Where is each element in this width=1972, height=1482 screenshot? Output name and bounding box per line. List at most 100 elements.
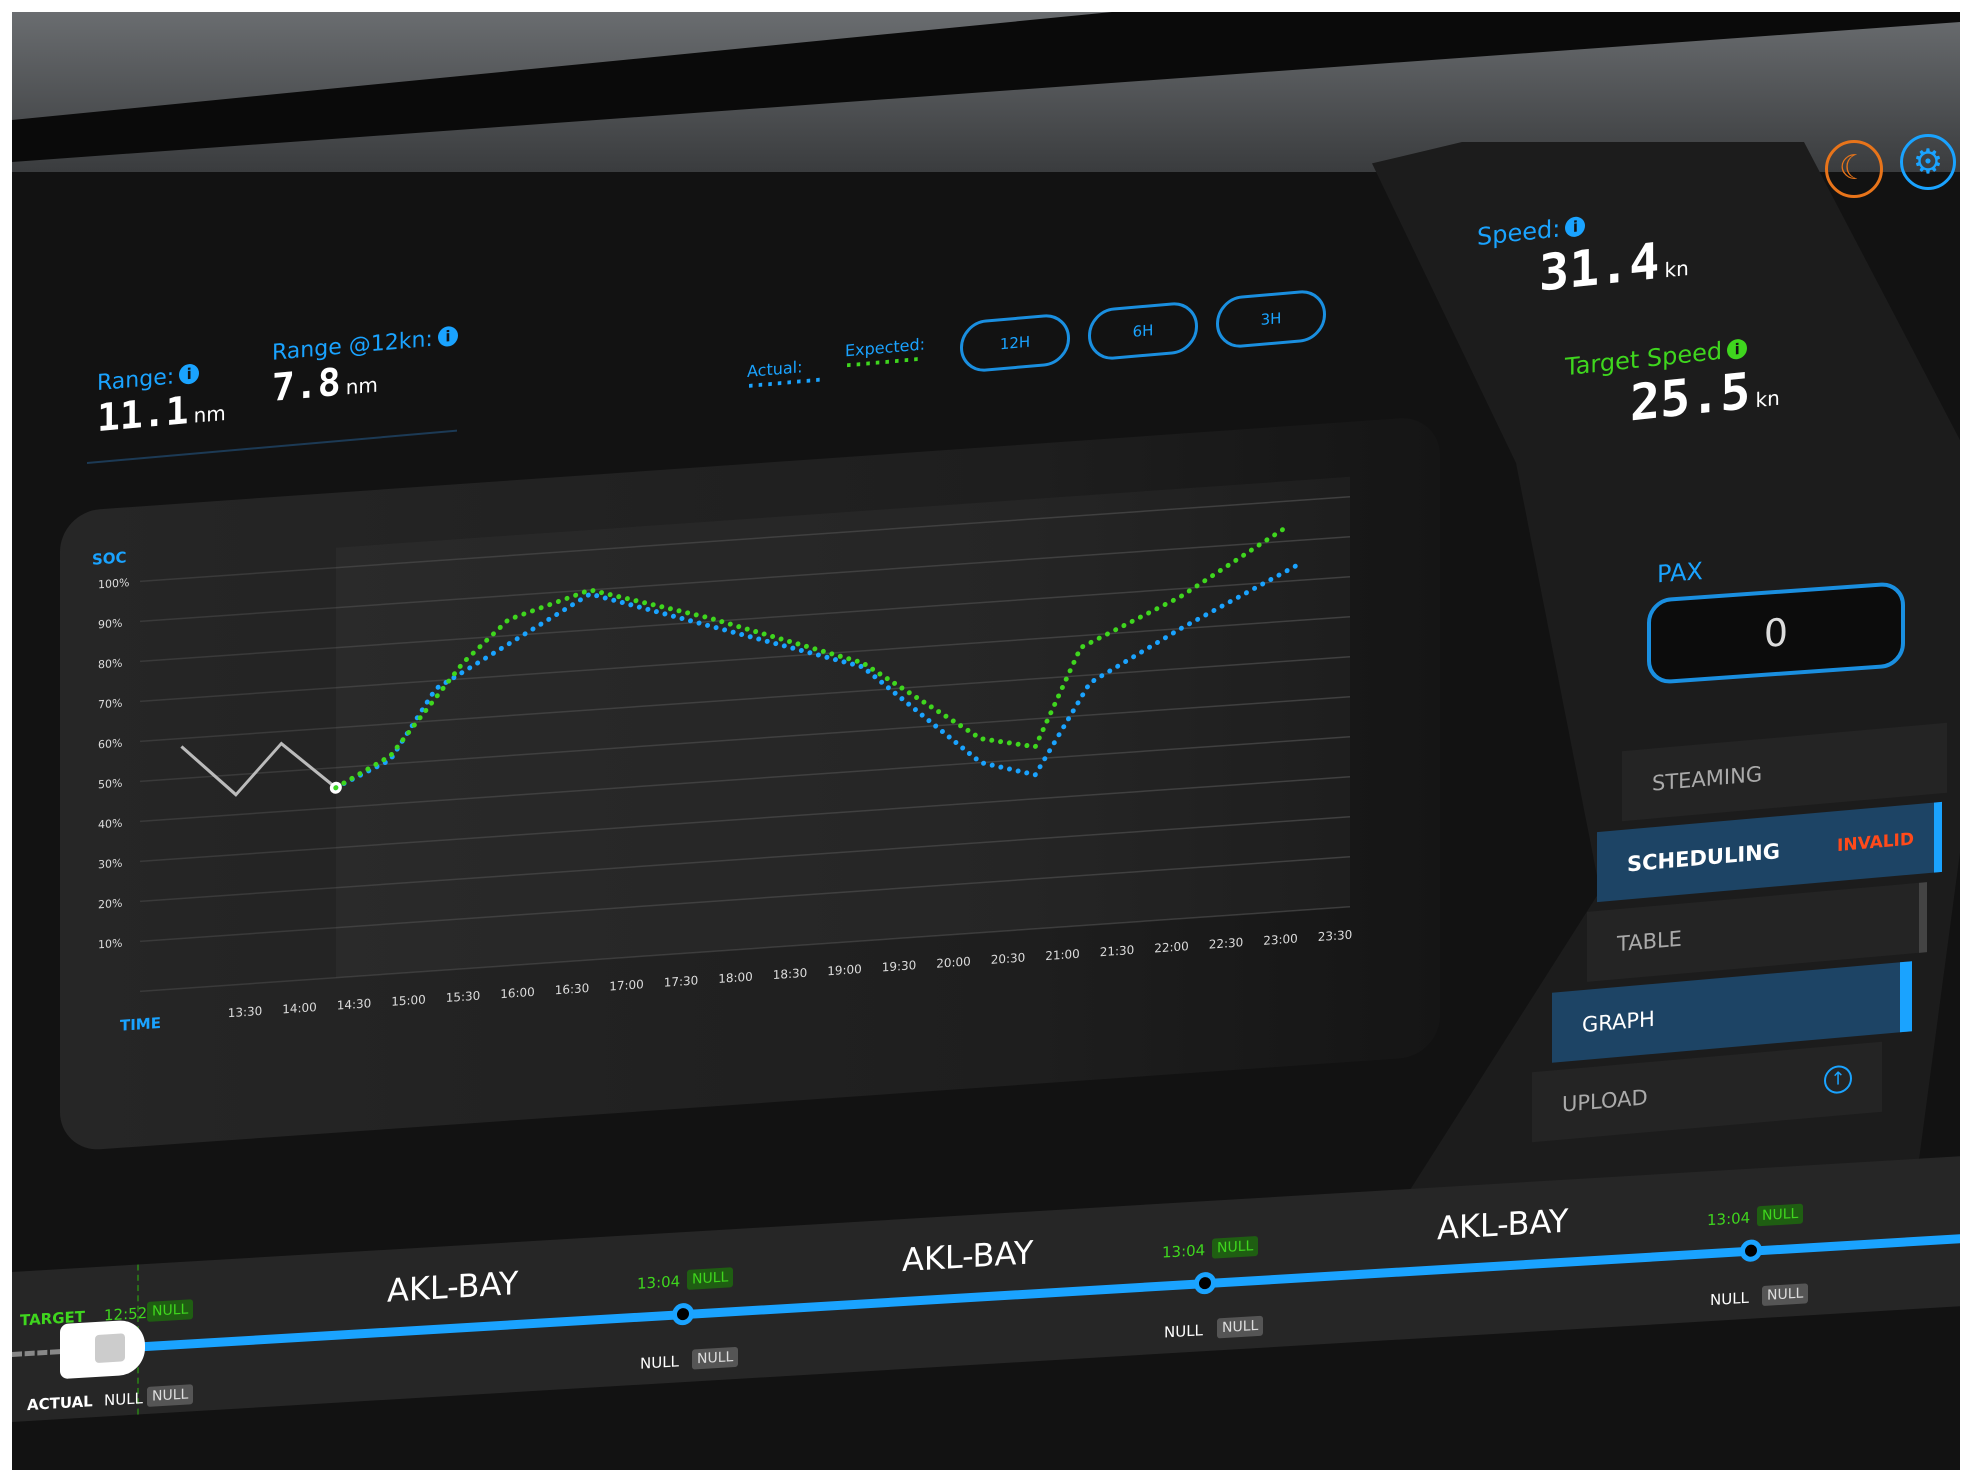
- leg-label: AKL-BAY: [1437, 1201, 1569, 1248]
- stop-target-badge: NULL: [687, 1267, 734, 1290]
- x-tick-label: 23:30: [1318, 928, 1353, 944]
- start-target-badge: NULL: [147, 1299, 194, 1322]
- target-label: TARGET: [20, 1307, 86, 1330]
- stop-target-time: 13:04: [1162, 1241, 1206, 1262]
- y-tick-label: 80%: [98, 657, 122, 672]
- speed-unit: kn: [1664, 255, 1689, 283]
- x-tick-label: 20:00: [936, 954, 971, 970]
- history-line: [12, 1349, 60, 1357]
- soc-chart: SOC 100% 90% 80% 70% 60% 50% 40% 30% 20% 10% TIME 13…: [92, 477, 1353, 1035]
- y-tick-label: 90%: [98, 617, 122, 632]
- info-icon[interactable]: i: [179, 363, 200, 385]
- gridline: [140, 776, 1350, 863]
- y-tick-label: 30%: [98, 857, 122, 872]
- stop-actual-badge: NULL: [692, 1346, 739, 1370]
- y-tick-label: 20%: [98, 897, 122, 912]
- moon-icon[interactable]: ☾: [1825, 140, 1883, 198]
- gridline: [140, 696, 1350, 783]
- x-tick-label: 19:30: [882, 958, 917, 974]
- soc-chart-panel: SOC 100% 90% 80% 70% 60% 50% 40% 30% 20% 10% TIME 13…: [60, 415, 1440, 1153]
- x-tick-label: 18:00: [718, 970, 753, 986]
- gridline: [140, 576, 1350, 663]
- x-tick-label: 16:30: [555, 981, 590, 997]
- stop-actual-badge: NULL: [1762, 1283, 1809, 1307]
- stop-actual-time: NULL: [1164, 1321, 1203, 1342]
- dashboard-screen: Range: i 11.1 nm Range @12kn: i 7.8 nm A…: [12, 12, 1960, 1470]
- info-icon[interactable]: i: [1565, 215, 1586, 238]
- x-tick-label: 15:00: [391, 992, 426, 1008]
- x-tick-label: 22:30: [1209, 935, 1244, 951]
- gridline: [140, 496, 1350, 583]
- pax-input[interactable]: 0: [1647, 580, 1905, 686]
- info-icon[interactable]: i: [437, 325, 458, 348]
- x-tick-label: 23:00: [1263, 931, 1298, 947]
- stop-actual-time: NULL: [1710, 1288, 1749, 1310]
- history-line: [180, 741, 337, 797]
- x-tick-label: 15:30: [446, 989, 481, 1005]
- gridline: [140, 536, 1350, 623]
- gridline: [140, 616, 1350, 703]
- x-tick-label: 22:00: [1154, 939, 1189, 955]
- expected-swatch: ········: [845, 346, 922, 378]
- x-axis-line: [140, 906, 1350, 993]
- gridline: [140, 736, 1350, 823]
- x-tick-label: 19:00: [827, 962, 862, 978]
- x-tick-label: 14:30: [337, 996, 372, 1012]
- stop-target-time: 13:04: [1707, 1208, 1751, 1230]
- start-actual-time: NULL: [104, 1389, 143, 1410]
- info-icon[interactable]: i: [1727, 338, 1748, 361]
- y-tick-label: 70%: [98, 697, 122, 712]
- menu-upload-label: UPLOAD: [1562, 1085, 1648, 1117]
- upload-icon[interactable]: ↑: [1824, 1064, 1852, 1095]
- y-tick-label: 50%: [98, 777, 122, 792]
- y-tick-label: 40%: [98, 817, 122, 832]
- stop-target-badge: NULL: [1757, 1203, 1804, 1227]
- voyage-timeline: TARGET ACTUAL 12:52 NULL NULL NULL AKL-B…: [12, 1155, 1960, 1422]
- x-tick-label: 18:30: [773, 966, 808, 982]
- target-speed-unit: kn: [1755, 385, 1780, 413]
- x-tick-label: 14:00: [282, 1000, 317, 1016]
- menu-scheduling-label: SCHEDULING: [1627, 839, 1780, 877]
- gridline: [140, 656, 1350, 743]
- stop-marker[interactable]: [1194, 1271, 1216, 1295]
- stop-actual-badge: NULL: [1217, 1315, 1264, 1339]
- series-line-expected: [333, 522, 1293, 791]
- range-3h-button[interactable]: 3H: [1216, 288, 1326, 350]
- y-tick-label: 100%: [98, 576, 129, 591]
- x-tick-label: 16:00: [500, 985, 535, 1001]
- range-value: 11.1: [97, 388, 189, 441]
- x-tick-label: 17:00: [609, 977, 644, 993]
- stop-marker[interactable]: [672, 1302, 694, 1326]
- y-tick-label: 60%: [98, 737, 122, 752]
- stop-target-badge: NULL: [1212, 1235, 1259, 1259]
- y-tick-label: 10%: [98, 937, 122, 952]
- start-target-time: 12:52: [104, 1303, 148, 1325]
- x-tick-label: 20:30: [991, 951, 1026, 967]
- invalid-badge: INVALID: [1837, 829, 1914, 857]
- stop-actual-time: NULL: [640, 1352, 679, 1373]
- leg-label: AKL-BAY: [387, 1263, 519, 1310]
- actual-swatch: ········: [747, 367, 824, 398]
- range12-value: 7.8: [272, 359, 341, 410]
- range12-unit: nm: [345, 372, 378, 400]
- stop-target-time: 13:04: [637, 1272, 681, 1293]
- gear-icon[interactable]: ⚙: [1900, 134, 1956, 190]
- x-tick-label: 21:00: [1045, 947, 1080, 963]
- stop-marker[interactable]: [1740, 1239, 1762, 1263]
- x-tick-label: 17:30: [664, 973, 699, 989]
- leg-label: AKL-BAY: [902, 1233, 1034, 1280]
- actual-label: ACTUAL: [27, 1392, 93, 1415]
- y-axis-label: SOC: [92, 548, 127, 568]
- pax-section: PAX 0: [1647, 543, 1905, 686]
- range-6h-button[interactable]: 6H: [1088, 300, 1198, 362]
- start-actual-badge: NULL: [147, 1384, 194, 1407]
- vessel-icon: [60, 1319, 145, 1380]
- x-axis-label: TIME: [120, 1014, 161, 1035]
- range-unit: nm: [193, 400, 226, 428]
- range-panel: Range: i 11.1 nm Range @12kn: i 7.8 nm: [87, 305, 507, 472]
- range-12h-button[interactable]: 12H: [960, 312, 1070, 374]
- range12-label: Range @12kn:: [272, 326, 433, 366]
- x-tick-label: 21:30: [1100, 943, 1135, 959]
- gridline: [140, 816, 1350, 903]
- forecast-region: [336, 477, 1350, 978]
